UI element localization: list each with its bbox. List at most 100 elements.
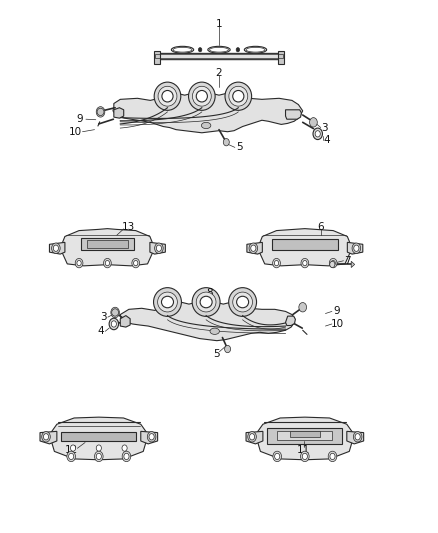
Ellipse shape <box>188 82 215 110</box>
Circle shape <box>67 451 75 462</box>
Polygon shape <box>247 243 262 254</box>
Bar <box>267 428 343 444</box>
Polygon shape <box>258 229 352 266</box>
Circle shape <box>122 445 127 451</box>
Circle shape <box>328 451 337 462</box>
Text: 9: 9 <box>334 306 340 317</box>
Bar <box>87 240 128 248</box>
Ellipse shape <box>201 123 211 128</box>
Ellipse shape <box>229 86 248 106</box>
Ellipse shape <box>158 292 177 312</box>
Circle shape <box>53 245 58 252</box>
Text: 8: 8 <box>206 288 213 297</box>
Circle shape <box>330 453 335 459</box>
Circle shape <box>272 259 280 268</box>
Polygon shape <box>255 417 354 460</box>
Text: 11: 11 <box>297 445 310 455</box>
Circle shape <box>225 345 230 353</box>
Text: 4: 4 <box>98 326 104 336</box>
Ellipse shape <box>173 47 192 52</box>
Circle shape <box>111 307 120 318</box>
Circle shape <box>329 259 337 268</box>
Bar <box>277 431 332 440</box>
Ellipse shape <box>171 46 194 53</box>
Text: 1: 1 <box>215 19 223 29</box>
Text: 3: 3 <box>100 312 106 322</box>
Circle shape <box>315 131 320 137</box>
Bar <box>61 432 136 441</box>
Bar <box>81 238 134 250</box>
Circle shape <box>71 445 76 451</box>
Ellipse shape <box>192 288 220 317</box>
Polygon shape <box>347 431 364 444</box>
Circle shape <box>132 259 140 268</box>
Circle shape <box>156 245 162 252</box>
Ellipse shape <box>154 288 181 317</box>
Circle shape <box>52 243 60 254</box>
Text: 3: 3 <box>321 123 328 133</box>
Circle shape <box>122 451 131 462</box>
Text: 5: 5 <box>214 349 220 359</box>
Circle shape <box>96 453 101 459</box>
Text: 13: 13 <box>122 222 135 232</box>
Text: 6: 6 <box>318 222 324 232</box>
Circle shape <box>353 432 362 442</box>
Circle shape <box>147 432 156 442</box>
Polygon shape <box>120 299 294 341</box>
Circle shape <box>198 47 202 52</box>
Bar <box>272 239 338 250</box>
Ellipse shape <box>246 47 265 52</box>
Circle shape <box>77 261 81 266</box>
Circle shape <box>300 451 309 462</box>
Circle shape <box>109 318 119 330</box>
Polygon shape <box>120 316 130 327</box>
Polygon shape <box>154 51 160 64</box>
Polygon shape <box>141 431 158 444</box>
Text: 12: 12 <box>65 445 78 455</box>
Circle shape <box>236 47 240 52</box>
Ellipse shape <box>210 328 219 334</box>
Polygon shape <box>286 110 301 119</box>
Ellipse shape <box>192 86 211 106</box>
Circle shape <box>352 243 360 254</box>
Ellipse shape <box>208 46 230 53</box>
Ellipse shape <box>162 91 173 102</box>
Polygon shape <box>49 417 148 460</box>
Polygon shape <box>40 431 57 444</box>
Text: 4: 4 <box>323 134 330 144</box>
Text: 10: 10 <box>69 127 82 137</box>
Circle shape <box>310 118 317 127</box>
Circle shape <box>69 453 74 459</box>
Circle shape <box>301 259 309 268</box>
Text: 5: 5 <box>236 142 243 152</box>
Circle shape <box>299 303 307 312</box>
Polygon shape <box>278 51 284 64</box>
Circle shape <box>249 243 258 254</box>
Ellipse shape <box>209 47 229 52</box>
Circle shape <box>42 432 50 442</box>
Ellipse shape <box>162 296 173 308</box>
Bar <box>290 431 320 437</box>
Circle shape <box>248 432 256 442</box>
Text: 7: 7 <box>344 256 351 266</box>
Circle shape <box>111 321 117 327</box>
Circle shape <box>96 107 105 117</box>
Circle shape <box>105 261 110 266</box>
Circle shape <box>354 245 359 252</box>
Ellipse shape <box>196 91 208 102</box>
Ellipse shape <box>229 288 257 317</box>
Polygon shape <box>150 243 166 254</box>
Circle shape <box>96 445 101 451</box>
Circle shape <box>75 259 83 268</box>
Text: 2: 2 <box>215 68 223 78</box>
Polygon shape <box>155 53 283 60</box>
Circle shape <box>155 243 163 254</box>
Circle shape <box>331 261 336 266</box>
Circle shape <box>149 434 154 440</box>
Circle shape <box>103 259 111 268</box>
Ellipse shape <box>225 82 251 110</box>
Circle shape <box>134 261 138 266</box>
Circle shape <box>275 453 280 459</box>
Circle shape <box>124 453 129 459</box>
Ellipse shape <box>154 82 181 110</box>
